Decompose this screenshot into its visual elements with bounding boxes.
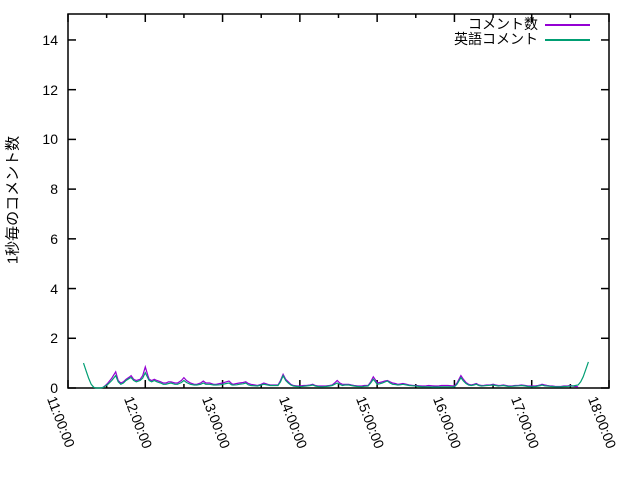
y-tick-label-0: 0 <box>50 380 58 396</box>
y-tick-label-14: 14 <box>42 31 58 48</box>
legend: コメント数 英語コメント <box>454 17 590 47</box>
series-line-1 <box>82 361 589 389</box>
plot-border <box>67 13 610 389</box>
y-tick-label-8: 8 <box>50 181 58 198</box>
y-tick-label-4: 4 <box>50 280 58 297</box>
legend-label-english-comments: 英語コメント <box>454 31 538 47</box>
legend-line-sample-english-comments <box>545 38 590 41</box>
legend-line-sample-comments <box>545 23 590 26</box>
legend-label-comments: コメント数 <box>468 16 538 32</box>
y-tick-label-6: 6 <box>50 230 58 247</box>
y-tick-label-12: 12 <box>42 81 58 98</box>
y-tick-label-10: 10 <box>42 131 58 148</box>
y-tick-label-2: 2 <box>50 330 58 347</box>
legend-item-english-comments: 英語コメント <box>454 32 590 47</box>
legend-item-comments: コメント数 <box>454 17 590 32</box>
